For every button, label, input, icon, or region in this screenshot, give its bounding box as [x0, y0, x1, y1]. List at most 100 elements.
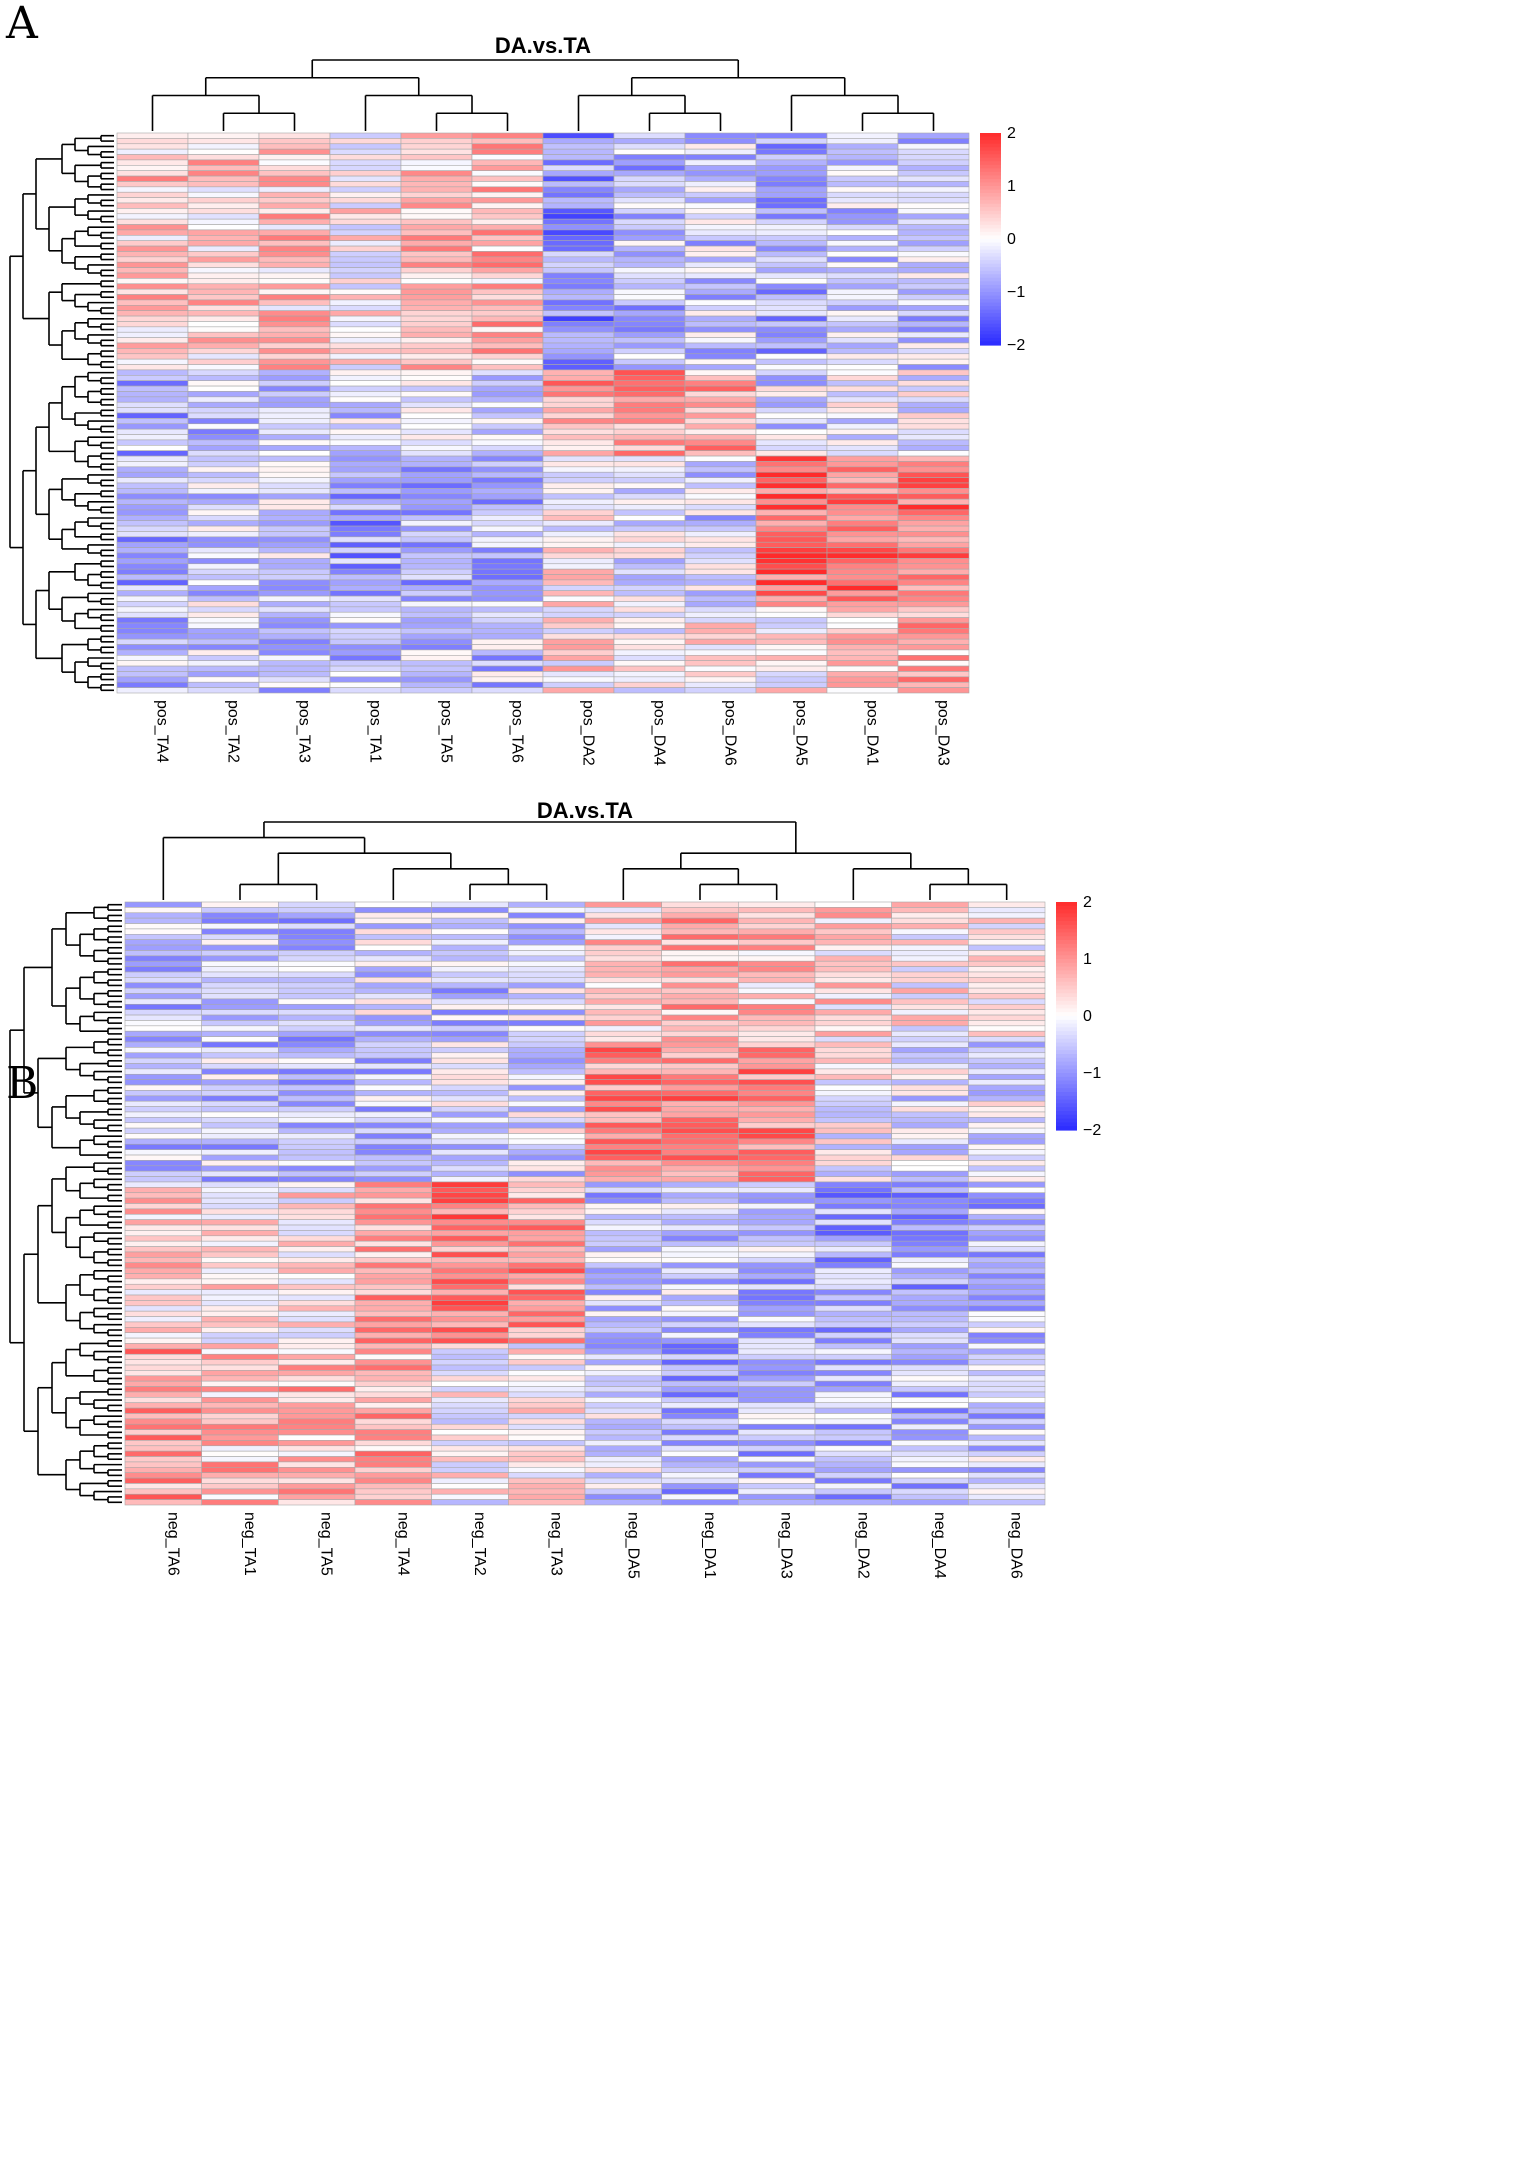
heatmap-cell [814, 1364, 892, 1371]
heatmap-cell [400, 671, 473, 678]
heatmap-cell [431, 1036, 509, 1043]
heatmap-cell [542, 396, 615, 403]
heatmap-cell [584, 1472, 662, 1479]
heatmap-cell [400, 412, 473, 419]
heatmap-cell [508, 1300, 586, 1307]
heatmap-cell [124, 1176, 202, 1183]
heatmap-cell [755, 585, 828, 591]
heatmap-cell [613, 256, 686, 263]
heatmap-cell [738, 971, 816, 978]
heatmap-cell [542, 574, 615, 581]
heatmap-cell [684, 488, 757, 495]
heatmap-cell [354, 1257, 432, 1264]
heatmap-cell [968, 987, 1046, 994]
heatmap-cell [584, 1063, 662, 1070]
heatmap-cell [613, 504, 686, 511]
heatmap-cell [584, 1380, 662, 1387]
heatmap-cell [738, 1391, 816, 1398]
heatmap-cell [431, 987, 509, 994]
heatmap-cell [584, 971, 662, 978]
heatmap-cell [471, 649, 544, 656]
heatmap-cell [738, 1020, 816, 1027]
heatmap-cell [124, 1230, 202, 1237]
heatmap-cell [738, 987, 816, 994]
heatmap-cell [400, 461, 473, 468]
heatmap-cell [684, 294, 757, 301]
heatmap-cell [826, 579, 899, 586]
heatmap-cell [508, 1041, 586, 1048]
heatmap-cell [826, 342, 899, 349]
heatmap-cell [584, 1090, 662, 1097]
heatmap-cell [826, 412, 899, 419]
heatmap-cell [278, 1192, 356, 1199]
heatmap-cell [826, 407, 899, 414]
heatmap-cell [661, 1472, 739, 1479]
heatmap-cell [755, 525, 828, 532]
heatmap-cell [201, 1230, 279, 1237]
heatmap-cell [471, 445, 544, 451]
heatmap-cell [613, 665, 686, 672]
heatmap-cell [258, 687, 331, 694]
heatmap-cell [826, 665, 899, 672]
heatmap-cell [584, 1477, 662, 1484]
heatmap-cell [187, 536, 260, 543]
heatmap-cell [613, 471, 686, 478]
heatmap-cell [258, 391, 331, 398]
heatmap-cell [661, 1353, 739, 1360]
heatmap-cell [508, 1359, 586, 1366]
heatmap-cell [814, 1380, 892, 1387]
heatmap-cell [329, 143, 402, 150]
heatmap-cell [116, 434, 189, 441]
heatmap-cell [201, 1165, 279, 1172]
heatmap-cell [431, 1041, 509, 1048]
heatmap-cell [329, 380, 402, 387]
heatmap-cell [814, 1456, 892, 1463]
heatmap-cell [684, 466, 757, 473]
legend-swatch [980, 161, 1001, 166]
heatmap-cell [661, 1057, 739, 1064]
legend-swatch [980, 263, 1001, 268]
heatmap-cell [542, 148, 615, 155]
heatmap-cell [258, 450, 331, 457]
heatmap-cell [201, 1240, 279, 1247]
heatmap-cell [684, 159, 757, 166]
column-label: pos_TA5 [438, 700, 455, 763]
heatmap-cell [684, 611, 757, 618]
heatmap-cell [201, 1208, 279, 1215]
heatmap-cell [684, 132, 757, 139]
heatmap-cell [542, 633, 615, 640]
heatmap-cell [400, 267, 473, 274]
heatmap-cell [400, 450, 473, 457]
heatmap-cell [354, 1364, 432, 1371]
heatmap-cell [471, 283, 544, 290]
heatmap-cell [400, 170, 473, 177]
heatmap-cell [508, 1100, 586, 1107]
heatmap-cell [968, 1100, 1046, 1107]
heatmap-cell [329, 466, 402, 473]
heatmap-cell [613, 563, 686, 570]
heatmap-cell [471, 380, 544, 387]
heatmap-cell [354, 1262, 432, 1269]
heatmap-cell [124, 1106, 202, 1113]
heatmap-cell [329, 541, 402, 548]
heatmap-cell [826, 547, 899, 554]
heatmap-cell [891, 1262, 969, 1269]
heatmap-cell [431, 960, 509, 967]
heatmap-cell [755, 165, 828, 171]
heatmap-cell [278, 1084, 356, 1091]
heatmap-cell [187, 218, 260, 225]
heatmap-cell [826, 482, 899, 489]
heatmap-cell [201, 933, 279, 940]
heatmap-cell [826, 261, 899, 268]
heatmap-cell [124, 987, 202, 994]
heatmap-cell [201, 1332, 279, 1339]
heatmap-cell [897, 676, 970, 683]
heatmap-cell [613, 439, 686, 446]
heatmap-cell [116, 617, 189, 624]
heatmap-cell [542, 455, 615, 462]
heatmap-cell [431, 1122, 509, 1129]
panel-letter-b: B [6, 1058, 38, 1109]
heatmap-cell [814, 1305, 892, 1312]
heatmap-cell [508, 1181, 586, 1188]
heatmap-cell [116, 202, 189, 209]
